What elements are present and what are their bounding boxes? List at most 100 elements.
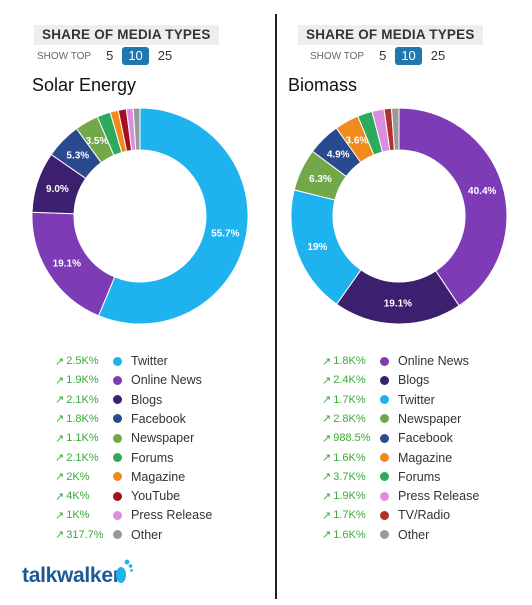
trend-up-icon: ↗ [55,529,65,542]
show-top-option-10[interactable]: 10 [395,47,422,65]
legend-color-dot [113,414,122,424]
legend-item-newspaper[interactable]: ↗ 2.8K% Newspaper [322,410,461,428]
slice-twitter[interactable] [97,107,249,325]
trend-up-icon: ↗ [322,452,332,464]
legend-item-online-news[interactable]: ↗ 1.8K% Online News [322,352,469,370]
legend-color-dot [113,453,122,462]
legend-delta: ↗ 988.5% [322,432,374,445]
trend-up-icon: ↗ [322,413,332,426]
trend-up-icon: ↗ [55,394,65,407]
legend-item-press-release[interactable]: ↗ 1K% Press Release [55,506,212,524]
legend-delta-value: 1.6K% [333,528,366,541]
legend-item-youtube[interactable]: ↗ 4K% YouTube [55,487,180,505]
legend-delta: ↗ 2K% [55,470,107,484]
legend-label: Other [398,527,430,542]
legend-item-facebook[interactable]: ↗ 988.5% Facebook [322,429,453,447]
trend-up-icon: ↗ [322,529,332,542]
show-top-option-10[interactable]: 10 [122,47,149,65]
legend-delta-value: 2K% [66,470,90,483]
legend-delta-value: 1.9K% [66,374,99,387]
legend-delta-value: 2.1K% [66,393,99,406]
legend-delta: ↗ 317.7% [55,528,107,542]
legend-delta: ↗ 4K% [55,490,107,503]
legend-delta: ↗ 2.1K% [55,393,107,407]
legend-item-forums[interactable]: ↗ 2.1K% Forums [55,449,173,467]
trend-up-icon: ↗ [55,374,65,387]
show-top-selector: SHOW TOP 5 10 25 [37,46,181,66]
donut-chart: 40.4% 19.1% 19% 6.3% 4.9% 3.6% [290,107,508,325]
legend-label: Twitter [131,354,168,368]
legend-color-dot [380,453,389,462]
legend-delta: ↗ 1.9K% [55,374,107,387]
legend-label: Forums [398,469,441,484]
trend-up-icon: ↗ [55,490,65,503]
legend-delta-value: 3.7K% [333,470,366,483]
legend-delta: ↗ 1.1K% [55,432,107,445]
legend-delta-value: 988.5% [333,432,371,445]
slice-label-blogs: 9.0% [46,184,69,195]
section-header: SHARE OF MEDIA TYPES [34,25,219,45]
show-top-option-25[interactable]: 25 [157,48,173,63]
legend-item-press-release[interactable]: ↗ 1.9K% Press Release [322,487,479,505]
legend-delta-value: 1.9K% [333,490,366,503]
legend-delta: ↗ 3.7K% [322,470,374,484]
legend-delta: ↗ 1.8K% [55,412,107,426]
legend-delta: ↗ 1.6K% [322,451,374,465]
legend-item-magazine[interactable]: ↗ 2K% Magazine [55,468,185,486]
slice-label-online-news: 40.4% [468,186,496,197]
trend-up-icon: ↗ [55,509,65,522]
legend-item-twitter[interactable]: ↗ 1.7K% Twitter [322,391,435,409]
legend-item-forums[interactable]: ↗ 3.7K% Forums [322,468,440,486]
slice-label-twitter: 55.7% [211,229,239,240]
section-header: SHARE OF MEDIA TYPES [298,25,483,45]
legend-item-online-news[interactable]: ↗ 1.9K% Online News [55,371,202,389]
legend-color-dot [113,530,122,540]
legend-item-newspaper[interactable]: ↗ 1.1K% Newspaper [55,429,194,447]
slice-other[interactable] [132,107,141,151]
chart-title: Biomass [288,75,358,95]
trend-up-icon: ↗ [322,471,332,484]
show-top-option-5[interactable]: 5 [379,48,387,63]
legend-item-other[interactable]: ↗ 1.6K% Other [322,526,429,544]
legend-color-dot [113,510,122,520]
legend-color-dot [113,395,122,405]
legend-delta-value: 1K% [66,509,90,522]
legend-delta-value: 2.4K% [333,374,366,387]
slice-label-twitter: 19% [307,242,327,253]
trend-up-icon: ↗ [322,432,332,445]
slice-label-facebook: 4.9% [327,149,350,160]
show-top-option-25[interactable]: 25 [430,48,446,63]
legend-delta: ↗ 1.9K% [322,490,374,503]
trend-up-icon: ↗ [322,355,332,368]
legend-delta: ↗ 1.8K% [322,355,374,368]
slice-label-blogs: 19.1% [384,298,412,309]
legend-item-magazine[interactable]: ↗ 1.6K% Magazine [322,449,452,467]
legend-item-tv-radio[interactable]: ↗ 1.7K% TV/Radio [322,506,450,524]
slice-online-news[interactable] [398,107,508,307]
legend-label: TV/Radio [398,508,451,523]
legend-delta-value: 2.5K% [66,355,99,367]
legend-item-twitter[interactable]: ↗ 2.5K% Twitter [55,352,168,370]
legend-item-blogs[interactable]: ↗ 2.4K% Blogs [322,371,429,389]
legend-item-blogs[interactable]: ↗ 2.1K% Blogs [55,391,162,409]
panel-biomass: SHARE OF MEDIA TYPES SHOW TOP 5 10 25 Bi… [266,0,532,605]
legend-color-dot [113,472,122,482]
donut-chart: 55.7% 19.1% 9.0% 5.3% 3.5% [31,107,249,325]
legend-delta: ↗ 2.4K% [322,374,374,387]
show-top-selector: SHOW TOP 5 10 25 [310,46,454,66]
slice-other[interactable] [390,107,400,151]
legend-label: Newspaper [398,411,462,426]
legend-item-facebook[interactable]: ↗ 1.8K% Facebook [55,410,186,428]
trend-up-icon: ↗ [322,509,332,522]
legend-color-dot [380,491,389,501]
legend-delta: ↗ 1K% [55,509,107,522]
legend-label: Online News [398,354,469,368]
show-top-option-5[interactable]: 5 [106,48,114,63]
legend-label: Press Release [398,489,480,504]
legend-color-dot [380,414,389,424]
legend-delta-value: 1.7K% [333,509,366,522]
legend-delta-value: 1.8K% [333,355,366,367]
show-top-label: SHOW TOP [310,50,365,62]
legend-item-other[interactable]: ↗ 317.7% Other [55,526,162,544]
legend-label: YouTube [131,489,181,504]
